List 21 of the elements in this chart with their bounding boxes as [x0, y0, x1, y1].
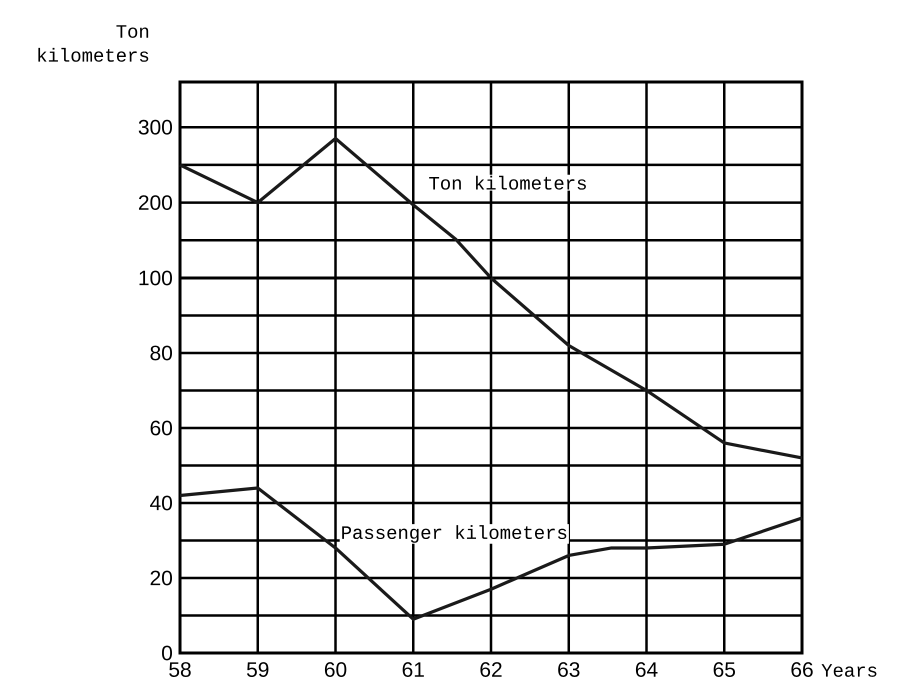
x-tick-label: 63 [558, 662, 580, 677]
x-tick-label: 61 [402, 662, 424, 677]
y-axis-title: Ton kilometers [38, 25, 148, 62]
y-tick-label: 40 [150, 496, 172, 510]
y-tick-label: 80 [150, 346, 172, 360]
y-tick-label: 20 [150, 570, 172, 586]
x-tick-label: 59 [246, 662, 268, 677]
y-tick-label: 200 [138, 195, 172, 210]
x-axis-title: Years [822, 664, 876, 677]
y-tick-label: 300 [138, 120, 172, 135]
y-tick-label: 100 [140, 270, 172, 286]
x-tick-label: 65 [714, 662, 736, 677]
x-tick-label: 58 [169, 662, 191, 677]
series-label: Ton kilometers [429, 176, 586, 190]
x-tick-label: 60 [324, 662, 346, 677]
y-tick-label: 60 [150, 420, 172, 436]
x-tick-label: 66 [791, 662, 813, 677]
x-tick-label: 64 [636, 662, 658, 677]
y-tick-label: 0 [162, 646, 172, 660]
x-tick-label: 62 [480, 662, 502, 677]
series-label: Passenger kilometers [342, 525, 566, 543]
